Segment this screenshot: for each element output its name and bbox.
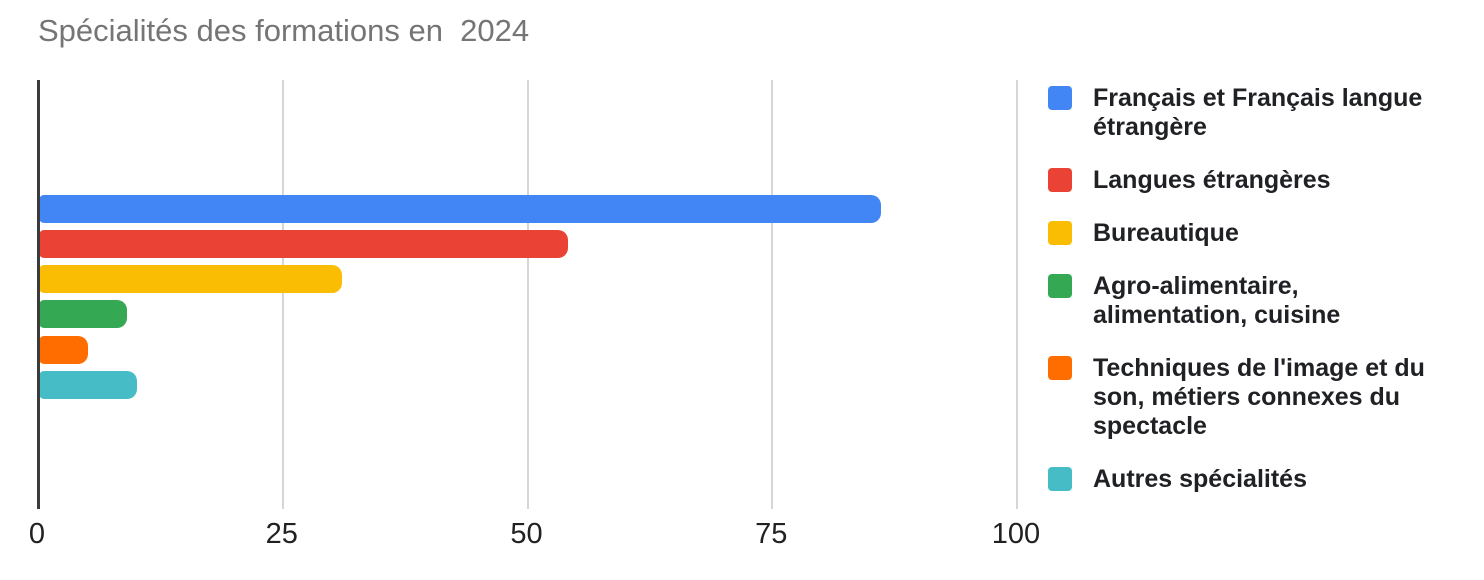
legend-swatch-icon: [1048, 467, 1072, 491]
legend-swatch-icon: [1048, 221, 1072, 245]
bar-3[interactable]: [39, 265, 343, 294]
plot-area: [37, 80, 1090, 509]
legend-item-3[interactable]: Bureautique: [1048, 219, 1458, 248]
x-tick-label-0: 0: [28, 518, 46, 550]
legend-swatch-icon: [1048, 274, 1072, 298]
bar-2[interactable]: [39, 230, 568, 259]
y-axis-line: [37, 80, 40, 509]
legend-item-4[interactable]: Agro-alimentaire, alimentation, cuisine: [1048, 272, 1458, 330]
legend: Français et Français langue étrangère Lan…: [1048, 84, 1458, 494]
chart-title: Spécialités des formations en 2024: [38, 13, 530, 48]
legend-swatch-icon: [1048, 168, 1072, 192]
bar-1[interactable]: [39, 195, 881, 223]
legend-label: Bureautique: [1093, 219, 1239, 247]
legend-swatch-icon: [1048, 86, 1072, 110]
legend-item-1[interactable]: Français et Français langue étrangère: [1048, 84, 1458, 142]
x-tick-label-25: 25: [265, 518, 298, 550]
x-tick-label-75: 75: [755, 518, 788, 550]
bar-5[interactable]: [39, 335, 88, 364]
x-tick-label-100: 100: [991, 518, 1041, 550]
bar-6[interactable]: [39, 370, 137, 399]
legend-label: Autres spécialités: [1093, 465, 1307, 493]
legend-item-2[interactable]: Langues étrangères: [1048, 166, 1458, 195]
x-tick-label-50: 50: [510, 518, 543, 550]
legend-label: Techniques de l'image et du son, métiers…: [1093, 354, 1425, 440]
legend-swatch-icon: [1048, 356, 1072, 380]
gridline-x-25: [281, 80, 284, 509]
legend-item-6[interactable]: Autres spécialités: [1048, 465, 1458, 494]
legend-label: Langues étrangères: [1093, 166, 1331, 194]
gridline-x-75: [771, 80, 774, 509]
legend-item-5[interactable]: Techniques de l'image et du son, métiers…: [1048, 354, 1458, 441]
gridline-x-50: [526, 80, 529, 509]
gridline-x-100: [1016, 80, 1018, 509]
legend-label: Agro-alimentaire, alimentation, cuisine: [1093, 272, 1341, 329]
legend-label: Français et Français langue étrangère: [1093, 84, 1423, 141]
bar-4[interactable]: [39, 300, 128, 329]
